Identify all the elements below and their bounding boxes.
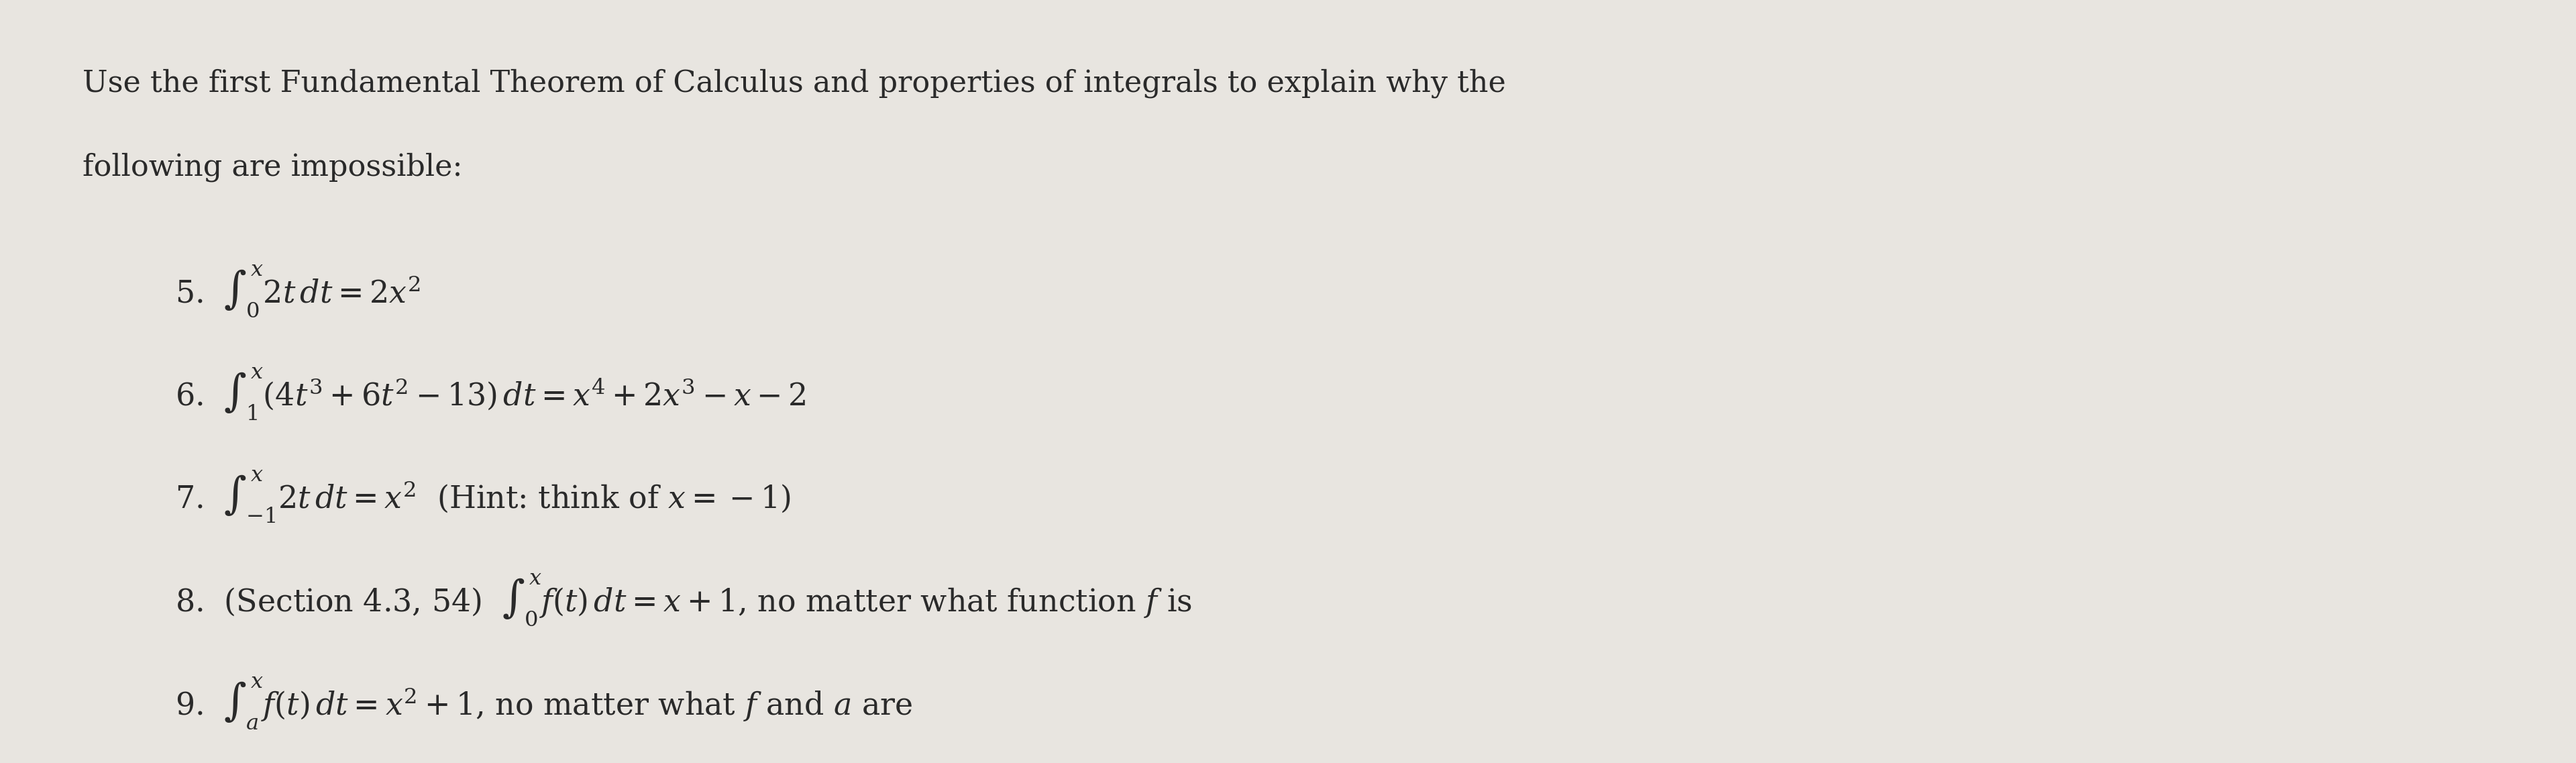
- Text: following are impossible:: following are impossible:: [82, 153, 464, 182]
- Text: 9.  $\int_a^x f(t)\, dt = x^2 + 1$, no matter what $f$ and $a$ are: 9. $\int_a^x f(t)\, dt = x^2 + 1$, no ma…: [175, 675, 912, 731]
- Text: 5.  $\int_0^x 2t\, dt = 2x^2$: 5. $\int_0^x 2t\, dt = 2x^2$: [175, 263, 420, 319]
- Text: 6.  $\int_1^x (4t^3 + 6t^2 - 13)\, dt = x^4 + 2x^3 - x - 2$: 6. $\int_1^x (4t^3 + 6t^2 - 13)\, dt = x…: [175, 366, 806, 422]
- Text: Use the first Fundamental Theorem of Calculus and properties of integrals to exp: Use the first Fundamental Theorem of Cal…: [82, 69, 1507, 98]
- Text: 7.  $\int_{-1}^x 2t\, dt = x^2$  (Hint: think of $x = -1$): 7. $\int_{-1}^x 2t\, dt = x^2$ (Hint: th…: [175, 469, 791, 525]
- Text: 8.  (Section 4.3, 54)  $\int_0^x f(t)\, dt = x + 1$, no matter what function $f$: 8. (Section 4.3, 54) $\int_0^x f(t)\, dt…: [175, 572, 1193, 628]
